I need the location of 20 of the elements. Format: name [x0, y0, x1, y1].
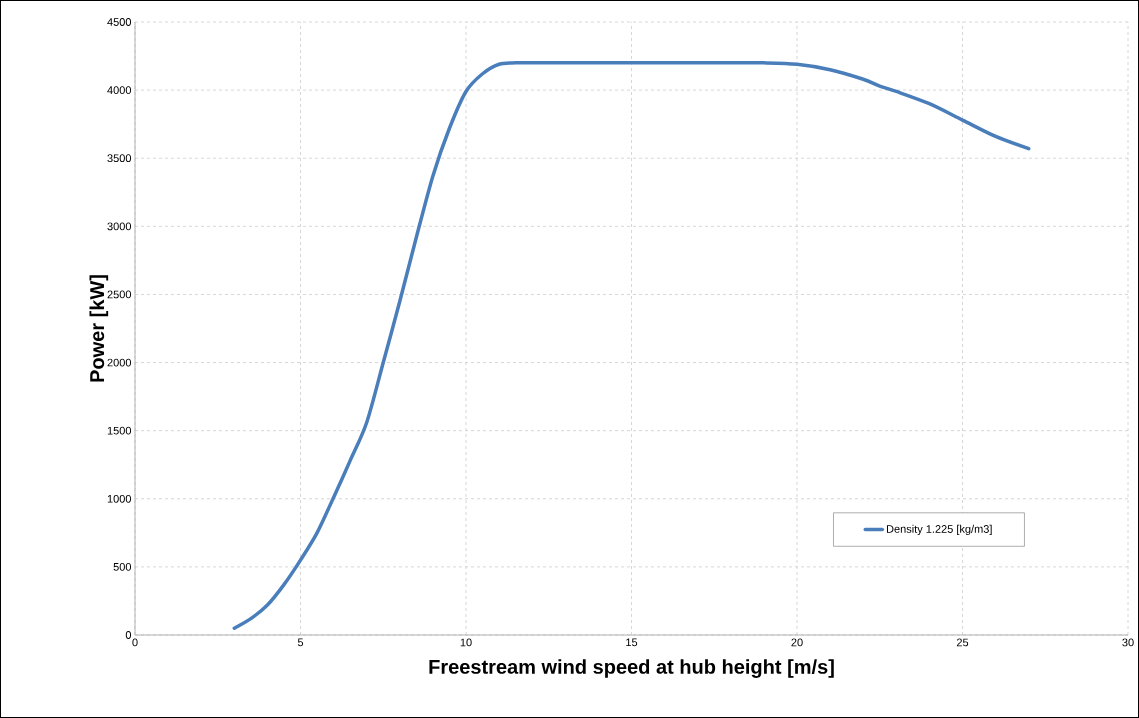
- y-tick-label: 500: [113, 563, 132, 571]
- x-tick-label: 10: [460, 638, 472, 647]
- x-tick-label: 0: [132, 638, 138, 647]
- y-tick-label: 4000: [107, 86, 132, 95]
- y-tick-label: 4500: [107, 18, 132, 26]
- y-tick-label: 1000: [107, 494, 132, 503]
- y-tick-label: 1500: [107, 426, 132, 435]
- line-series: [232, 61, 1031, 630]
- y-tick-label: 0: [125, 631, 132, 639]
- x-tick-label: 15: [626, 638, 638, 647]
- y-tick-label: 3000: [107, 222, 132, 231]
- x-tick-label: 30: [1122, 638, 1134, 647]
- x-tick-label: 25: [956, 638, 969, 647]
- y-tick-label: 3500: [107, 154, 132, 163]
- legend-label: Density 1.225 [kg/m3]: [886, 524, 992, 536]
- x-axis-title: Freestream wind speed at hub height [m/s]: [429, 659, 834, 678]
- y-tick-label: 2500: [107, 290, 132, 299]
- y-tick-label: 2000: [107, 358, 132, 367]
- x-tick-label: 5: [297, 638, 304, 647]
- x-tick-label: 20: [791, 638, 803, 647]
